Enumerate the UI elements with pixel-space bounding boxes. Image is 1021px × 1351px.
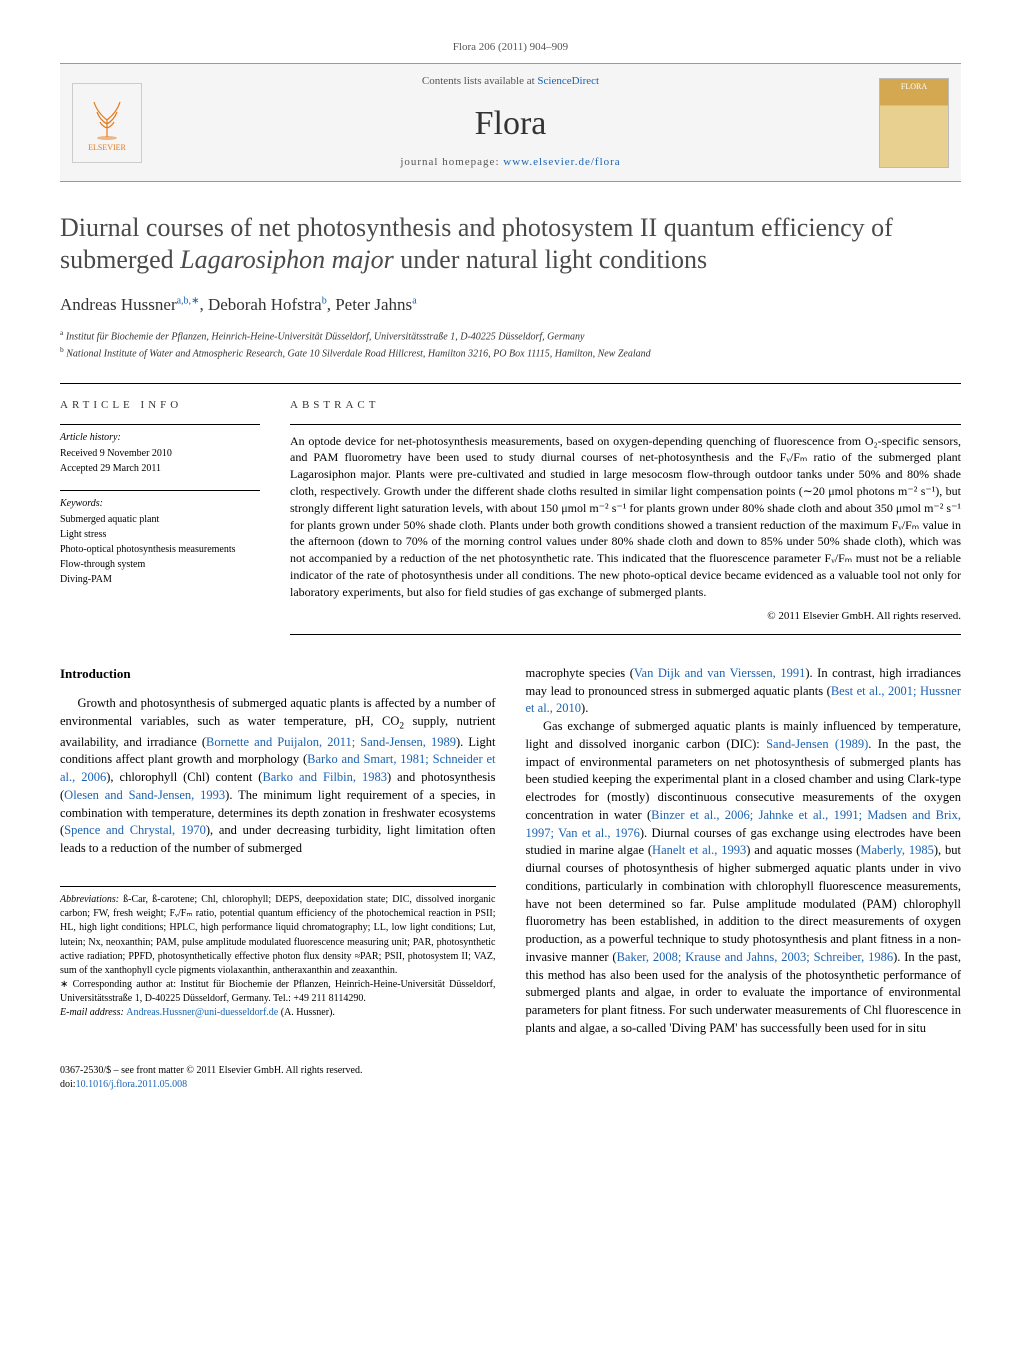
homepage-line: journal homepage: www.elsevier.de/flora [156, 155, 865, 170]
col2-text-2e: ), but diurnal courses of photosynthesis… [526, 843, 962, 964]
citation-link[interactable]: Bornette and Puijalon, 2011; Sand-Jensen… [206, 735, 456, 749]
abstract-label: abstract [290, 398, 961, 413]
keyword-1: Light stress [60, 528, 260, 542]
copyright-line: © 2011 Elsevier GmbH. All rights reserve… [290, 609, 961, 624]
authors-line: Andreas Hussnera,b,∗, Deborah Hofstrab, … [60, 293, 961, 317]
keyword-2: Photo-optical photosynthesis measurement… [60, 543, 260, 557]
email-label: E-mail address: [60, 1007, 126, 1018]
abstract-column: abstract An optode device for net-photos… [290, 398, 961, 635]
abstract-text: An optode device for net-photosynthesis … [290, 433, 961, 601]
affiliation-a-text: Institut für Biochemie der Pflanzen, Hei… [66, 331, 585, 342]
corr-text: Corresponding author at: Institut für Bi… [60, 979, 496, 1004]
affiliation-a: a Institut für Biochemie der Pflanzen, H… [60, 327, 961, 344]
body-column-left: Introduction Growth and photosynthesis o… [60, 665, 496, 1038]
journal-name: Flora [156, 100, 865, 148]
citation-link[interactable]: Van Dijk and van Vierssen, 1991 [634, 666, 805, 680]
citation-link[interactable]: Baker, 2008; Krause and Jahns, 2003; Sch… [617, 950, 894, 964]
title-species: Lagarosiphon major [180, 245, 394, 274]
homepage-prefix: journal homepage: [400, 156, 503, 168]
article-info-column: article info Article history: Received 9… [60, 398, 260, 635]
abstract-rule-top: An optode device for net-photosynthesis … [290, 424, 961, 624]
keyword-3: Flow-through system [60, 558, 260, 572]
elsevier-tree-icon [82, 92, 132, 142]
journal-reference: Flora 206 (2011) 904–909 [60, 40, 961, 55]
contents-prefix: Contents lists available at [422, 75, 537, 87]
body-column-right: macrophyte species (Van Dijk and van Vie… [526, 665, 962, 1038]
abbreviations-footnote: Abbreviations: ß-Car, ß-carotene; Chl, c… [60, 893, 496, 978]
citation-link[interactable]: Olesen and Sand-Jensen, 1993 [64, 788, 225, 802]
keywords-block: Keywords: Submerged aquatic plant Light … [60, 490, 260, 587]
keyword-4: Diving-PAM [60, 573, 260, 587]
author-1: Andreas Hussner [60, 295, 177, 314]
citation-link[interactable]: Barko and Filbin, 1983 [262, 770, 387, 784]
sciencedirect-link[interactable]: ScienceDirect [537, 75, 599, 87]
keywords-header: Keywords: [60, 497, 260, 511]
footer-doi-line: doi:10.1016/j.flora.2011.05.008 [60, 1078, 961, 1092]
cover-label: FLORA [901, 82, 927, 91]
intro-paragraph-1: Growth and photosynthesis of submerged a… [60, 695, 496, 858]
journal-cover-thumbnail: FLORA [879, 78, 949, 168]
citation-link[interactable]: Maberly, 1985 [860, 843, 934, 857]
author-3-affil: a [412, 295, 416, 306]
history-header: Article history: [60, 431, 260, 445]
article-info-label: article info [60, 398, 260, 413]
col2-text-1c: ). [581, 701, 588, 715]
corresponding-author-footnote: ∗ Corresponding author at: Institut für … [60, 978, 496, 1006]
journal-header-bar: ELSEVIER Contents lists available at Sci… [60, 63, 961, 181]
author-2: , Deborah Hofstra [199, 295, 321, 314]
contents-available-line: Contents lists available at ScienceDirec… [156, 74, 865, 89]
col2-paragraph-1: macrophyte species (Van Dijk and van Vie… [526, 665, 962, 718]
citation-link[interactable]: Sand-Jensen (1989) [766, 737, 868, 751]
title-part2: under natural light conditions [394, 245, 707, 274]
affiliations: a Institut für Biochemie der Pflanzen, H… [60, 327, 961, 362]
citation-link[interactable]: Hanelt et al., 1993 [652, 843, 746, 857]
affiliation-b-text: National Institute of Water and Atmosphe… [66, 348, 650, 359]
keyword-0: Submerged aquatic plant [60, 513, 260, 527]
header-center: Contents lists available at ScienceDirec… [156, 74, 865, 170]
email-who: (A. Hussner). [278, 1007, 335, 1018]
affiliation-b: b National Institute of Water and Atmosp… [60, 344, 961, 361]
introduction-heading: Introduction [60, 665, 496, 683]
email-footnote: E-mail address: Andreas.Hussner@uni-dues… [60, 1006, 496, 1020]
col2-text-1a: macrophyte species ( [526, 666, 634, 680]
author-3: , Peter Jahns [327, 295, 412, 314]
footer-doi-label: doi: [60, 1079, 76, 1090]
intro-text-1d: ), chlorophyll (Chl) content ( [106, 770, 262, 784]
footer-issn: 0367-2530/$ – see front matter © 2011 El… [60, 1064, 961, 1078]
history-accepted: Accepted 29 March 2011 [60, 462, 260, 476]
col2-paragraph-2: Gas exchange of submerged aquatic plants… [526, 718, 962, 1038]
body-columns: Introduction Growth and photosynthesis o… [60, 665, 961, 1038]
citation-link[interactable]: Spence and Chrystal, 1970 [64, 823, 206, 837]
footnotes-block: Abbreviations: ß-Car, ß-carotene; Chl, c… [60, 886, 496, 1021]
author-1-affil: a,b, [177, 295, 191, 306]
abbrev-text: ß-Car, ß-carotene; Chl, chlorophyll; DEP… [60, 894, 496, 976]
publisher-name: ELSEVIER [88, 142, 126, 153]
abstract-rule-bottom [290, 634, 961, 635]
page-footer: 0367-2530/$ – see front matter © 2011 El… [60, 1064, 961, 1092]
elsevier-logo: ELSEVIER [72, 83, 142, 163]
email-link[interactable]: Andreas.Hussner@uni-duesseldorf.de [126, 1007, 278, 1018]
info-abstract-row: article info Article history: Received 9… [60, 383, 961, 635]
col2-text-2d: ) and aquatic mosses ( [746, 843, 860, 857]
article-history-block: Article history: Received 9 November 201… [60, 424, 260, 476]
history-received: Received 9 November 2010 [60, 447, 260, 461]
homepage-link[interactable]: www.elsevier.de/flora [503, 156, 620, 168]
doi-link[interactable]: 10.1016/j.flora.2011.05.008 [76, 1079, 188, 1090]
abbrev-label: Abbreviations: [60, 894, 119, 905]
article-title: Diurnal courses of net photosynthesis an… [60, 212, 961, 277]
